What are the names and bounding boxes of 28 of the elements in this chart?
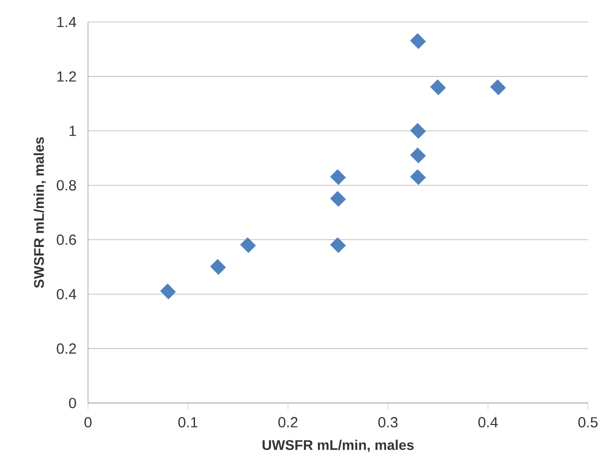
point xyxy=(410,169,426,185)
y-tick-label: 0 xyxy=(69,398,76,408)
x-tick-label: 0.2 xyxy=(278,417,298,428)
x-axis-title: UWSFR mL/min, males xyxy=(262,440,414,452)
point xyxy=(330,169,346,185)
y-tick-label: 0.6 xyxy=(56,234,76,245)
x-tick-label: 0.5 xyxy=(578,417,598,428)
point xyxy=(410,123,426,139)
point xyxy=(490,80,506,96)
point xyxy=(330,237,346,253)
x-tick-label: 0.4 xyxy=(478,417,498,428)
y-axis-title: SWSFR mL/min, males xyxy=(34,137,46,288)
y-tick-label: 0.2 xyxy=(56,343,76,354)
y-tick-label: 0.4 xyxy=(56,288,76,300)
point xyxy=(410,148,426,164)
y-tick-label: 1.2 xyxy=(57,71,76,82)
x-tick-label: 0.3 xyxy=(378,417,398,428)
point xyxy=(430,80,446,96)
y-tick-label: 1.4 xyxy=(57,16,76,28)
x-tick-label: 0 xyxy=(84,417,92,428)
y-tick-label: 0.8 xyxy=(56,180,76,190)
point xyxy=(210,259,226,275)
x-tick-label: 0.1 xyxy=(178,417,198,428)
point xyxy=(330,191,346,207)
point xyxy=(240,237,256,253)
y-tick-label: 1 xyxy=(70,126,76,136)
point xyxy=(410,33,426,49)
point xyxy=(160,284,176,300)
